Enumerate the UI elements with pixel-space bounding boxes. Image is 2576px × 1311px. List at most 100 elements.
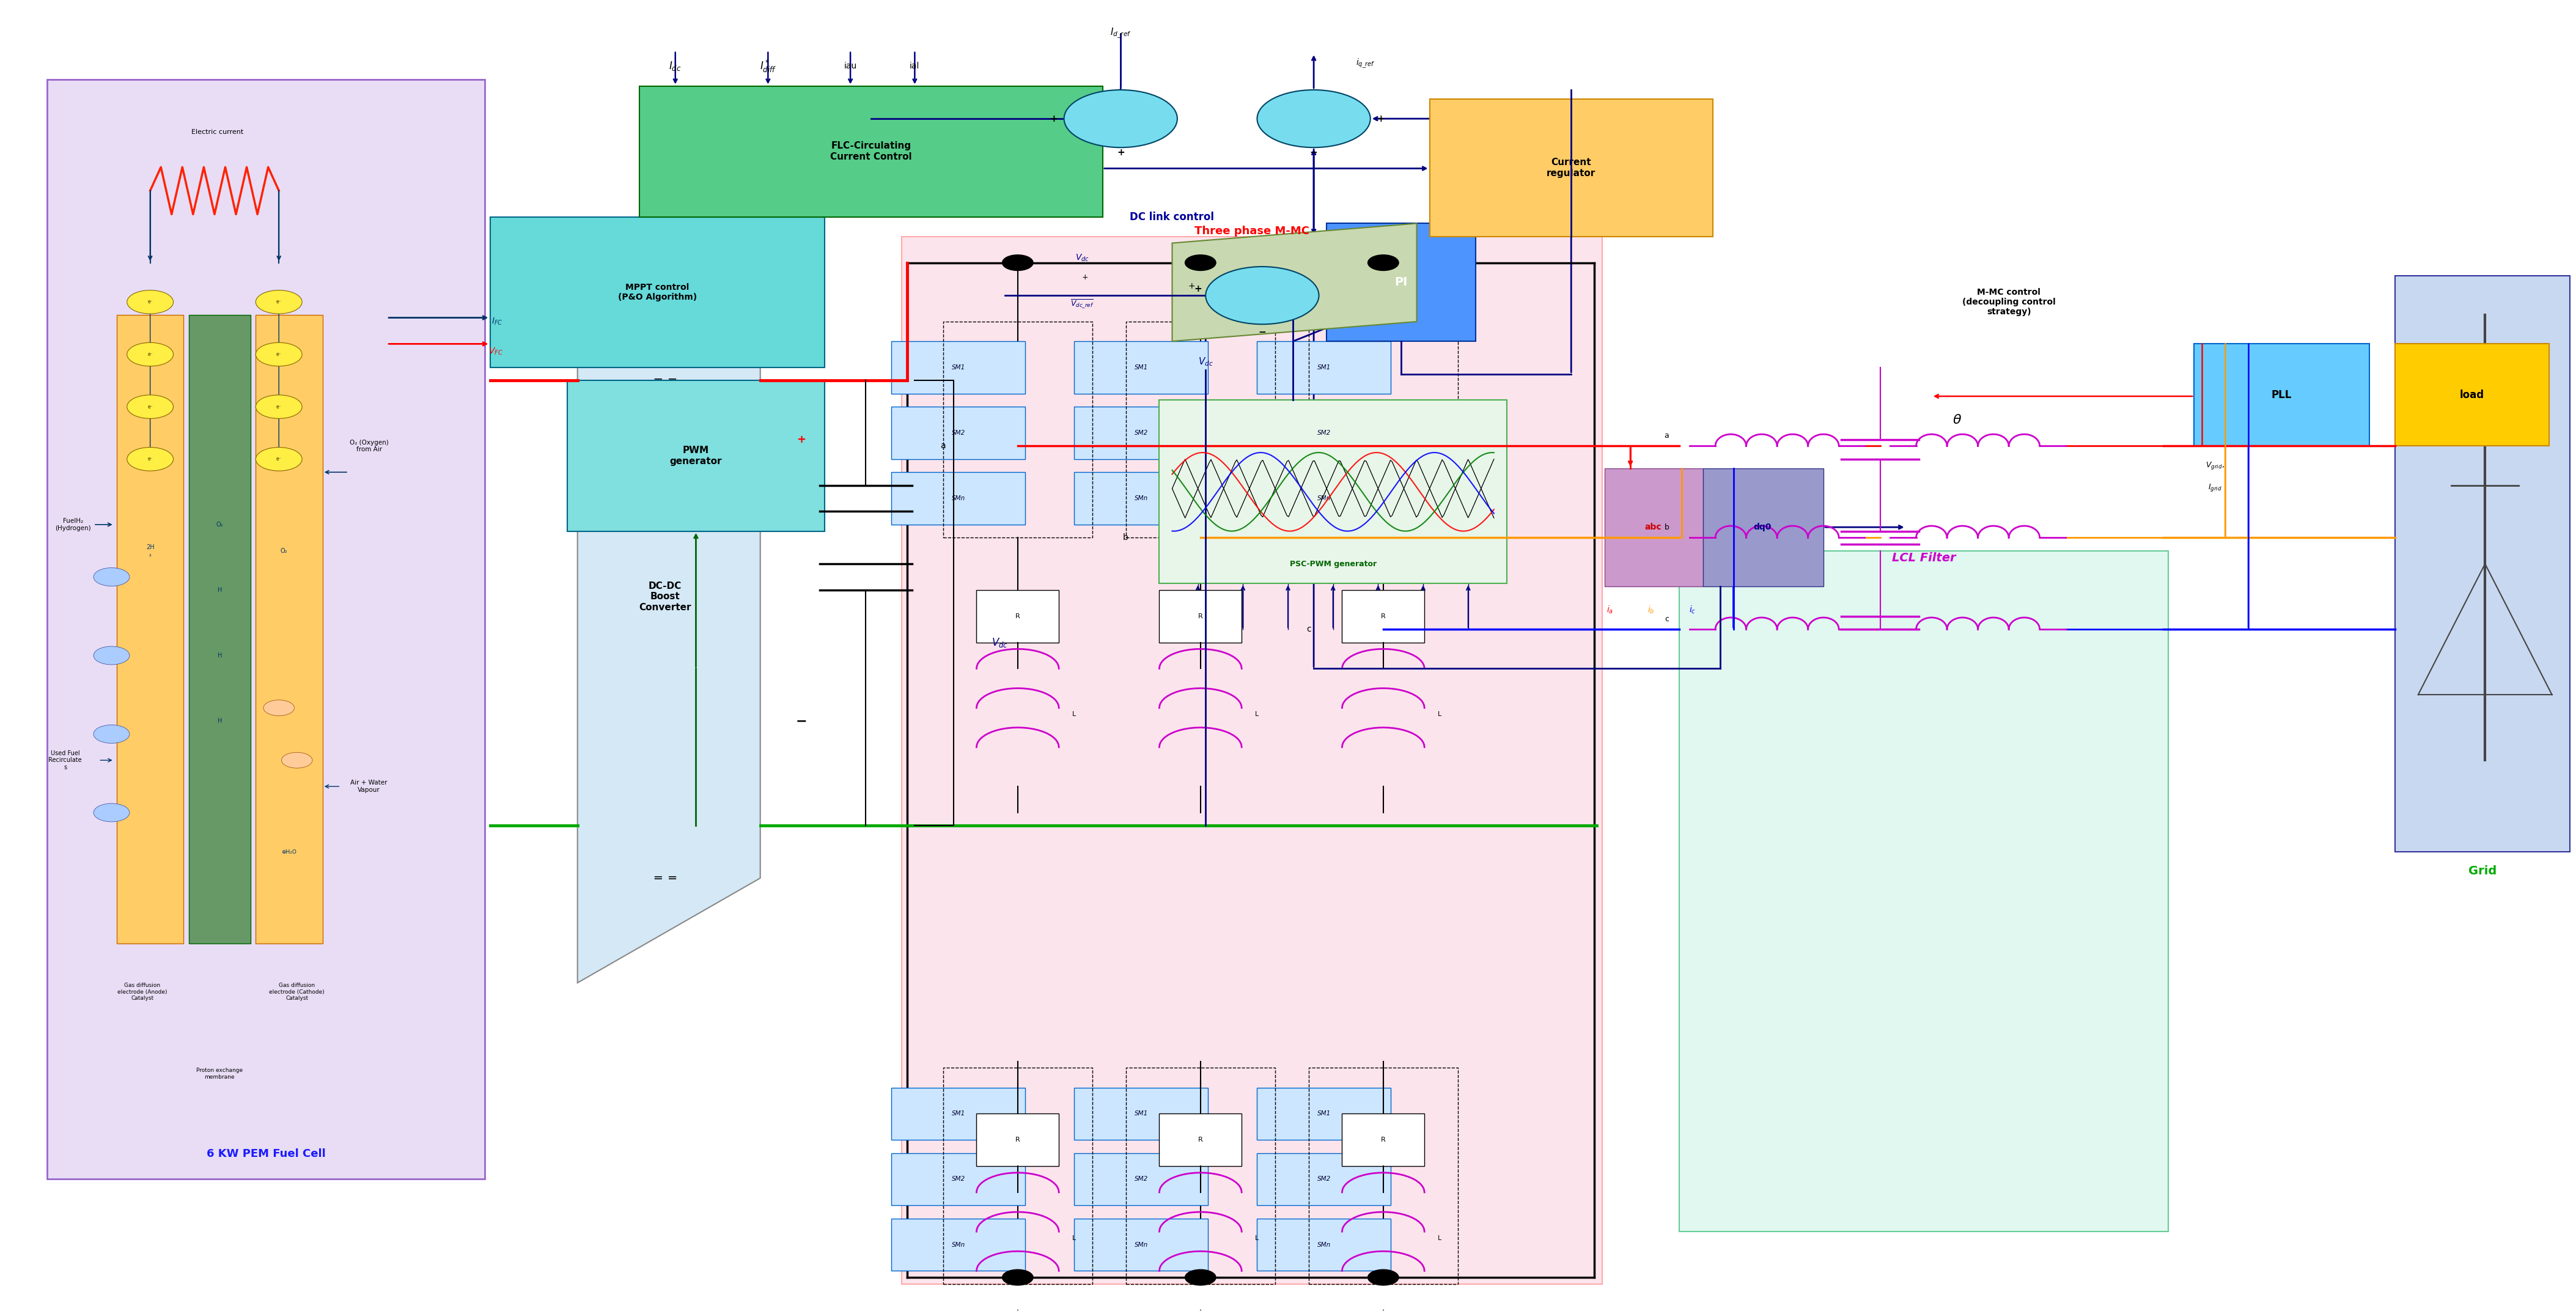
Text: R: R [1198,1137,1203,1143]
Text: $dq0$: $dq0$ [1285,275,1303,287]
Text: b: b [1123,534,1128,541]
Text: PLL: PLL [2272,389,2293,400]
Circle shape [263,700,294,716]
Circle shape [1002,1269,1033,1285]
Circle shape [126,342,173,366]
Text: 2H
₂: 2H ₂ [147,544,155,557]
FancyBboxPatch shape [567,380,824,531]
Text: PI: PI [1394,277,1406,288]
Text: SM2: SM2 [1316,430,1332,437]
Circle shape [255,342,301,366]
FancyBboxPatch shape [902,236,1602,1283]
FancyBboxPatch shape [1342,1114,1425,1165]
Text: 6 KW PEM Fuel Cell: 6 KW PEM Fuel Cell [206,1148,325,1160]
Circle shape [1368,254,1399,270]
Text: L: L [1072,712,1077,717]
Text: L: L [1437,1235,1443,1242]
FancyBboxPatch shape [1430,100,1713,236]
Text: +: + [1051,114,1059,123]
FancyBboxPatch shape [891,472,1025,524]
Text: $V_{dc}$: $V_{dc}$ [992,636,1007,649]
Text: $i_{q\_ref}$: $i_{q\_ref}$ [1355,58,1376,69]
FancyBboxPatch shape [1257,341,1391,393]
FancyBboxPatch shape [1159,590,1242,642]
Text: Three phase M-MC: Three phase M-MC [1195,225,1309,236]
FancyBboxPatch shape [255,315,322,944]
FancyBboxPatch shape [1074,1154,1208,1205]
Text: FuelH₂
(Hydrogen): FuelH₂ (Hydrogen) [54,518,90,531]
Bar [2396,804,2571,852]
FancyBboxPatch shape [891,1154,1025,1205]
Circle shape [255,447,301,471]
FancyBboxPatch shape [891,1088,1025,1141]
Bar [2396,324,2571,371]
FancyBboxPatch shape [1257,1088,1391,1141]
Circle shape [126,447,173,471]
FancyBboxPatch shape [1703,468,1824,586]
Text: SM1: SM1 [1133,1110,1149,1117]
Circle shape [281,753,312,768]
Text: H: H [216,653,222,658]
Circle shape [1185,254,1216,270]
Polygon shape [1172,223,1417,341]
Text: SMn: SMn [1316,496,1332,501]
Bar [2396,420,2571,468]
Text: SMn: SMn [951,1242,966,1248]
Text: $i_c$: $i_c$ [1690,604,1695,615]
Text: e⁻: e⁻ [276,351,281,357]
Text: FLC-Circulating
Current Control: FLC-Circulating Current Control [829,142,912,161]
Text: SM1: SM1 [951,364,966,371]
Text: Grid: Grid [2468,865,2496,877]
Circle shape [255,395,301,418]
Text: $\theta$: $\theta$ [1953,414,1963,426]
Text: SM2: SM2 [951,1176,966,1183]
Text: abc: abc [1643,523,1662,531]
Text: L: L [1437,712,1443,717]
Text: $V_{grid},$: $V_{grid},$ [2205,460,2223,471]
Text: ═  ═: ═ ═ [654,375,675,387]
FancyBboxPatch shape [1605,468,1703,586]
FancyBboxPatch shape [116,315,183,944]
Bar [2396,708,2571,756]
Circle shape [93,804,129,822]
Text: Used Fuel
Recirculate
s: Used Fuel Recirculate s [49,750,82,771]
Text: SMn: SMn [1133,496,1149,501]
FancyBboxPatch shape [1342,590,1425,642]
Text: MPPT control
(P&O Algorithm): MPPT control (P&O Algorithm) [618,283,696,302]
Circle shape [1185,1269,1216,1285]
Text: −: − [1257,328,1267,337]
Text: L: L [1255,1235,1260,1242]
FancyBboxPatch shape [1257,1218,1391,1270]
Text: LCL Filter: LCL Filter [1891,552,1955,564]
Circle shape [1002,254,1033,270]
Bar [2396,756,2571,804]
FancyBboxPatch shape [1074,406,1208,459]
Circle shape [126,395,173,418]
Text: R: R [1015,614,1020,619]
Text: load: load [2460,389,2483,400]
FancyBboxPatch shape [976,1114,1059,1165]
Text: Proton exchange
membrane: Proton exchange membrane [196,1068,242,1080]
Circle shape [1206,266,1319,324]
Text: Current
regulator: Current regulator [1546,157,1595,178]
FancyBboxPatch shape [1257,1154,1391,1205]
Text: Electric current: Electric current [191,128,242,135]
FancyBboxPatch shape [1074,472,1208,524]
Text: $V_{dc}$: $V_{dc}$ [1074,253,1090,262]
Text: e⁻: e⁻ [147,351,152,357]
Circle shape [93,725,129,743]
FancyBboxPatch shape [1074,1218,1208,1270]
Text: SM1: SM1 [1316,1110,1332,1117]
Text: H: H [216,718,222,724]
Text: R: R [1198,614,1203,619]
FancyBboxPatch shape [1074,341,1208,393]
Text: L: L [1255,712,1260,717]
Text: ═  ═: ═ ═ [654,872,675,884]
Text: e⁻: e⁻ [276,404,281,409]
Text: L: L [1072,1235,1077,1242]
Bar [2396,564,2571,612]
Text: a: a [1664,431,1669,439]
FancyBboxPatch shape [1257,472,1391,524]
Polygon shape [577,249,760,983]
Text: c: c [1306,625,1311,633]
